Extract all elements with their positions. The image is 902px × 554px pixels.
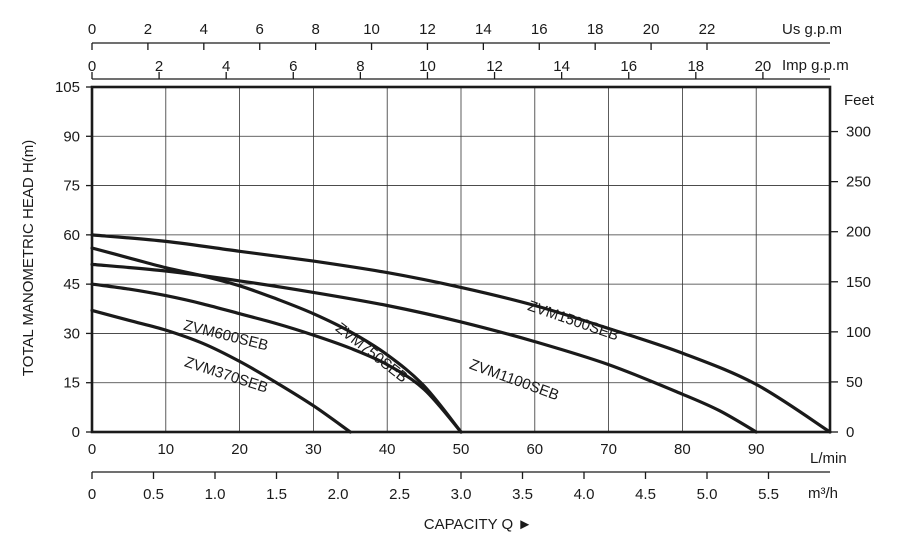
x-m3h-tick-label: 4.0	[574, 486, 595, 503]
series-label-zvm600seb: ZVM600SEB	[182, 317, 270, 354]
x-imp-gpm-tick-label: 8	[356, 58, 364, 75]
x-m3h-tick-label: 3.5	[512, 486, 533, 503]
x-lmin-tick-label: 70	[600, 441, 617, 458]
x-lmin-tick-label: 90	[748, 441, 765, 458]
x-imp-gpm-tick-label: 14	[553, 58, 570, 75]
x-m3h-tick-label: 3.0	[451, 486, 472, 503]
y-left-tick-label: 15	[63, 375, 80, 392]
x-m3h-tick-label: 5.5	[758, 486, 779, 503]
right-axis-unit: Feet	[844, 92, 875, 109]
y-left-tick-label: 30	[63, 325, 80, 342]
x-us-gpm-tick-label: 6	[256, 21, 264, 38]
x-us-gpm-tick-label: 22	[699, 21, 716, 38]
x-m3h-tick-label: 1.0	[205, 486, 226, 503]
y-axis-title: TOTAL MANOMETRIC HEAD H(m)	[20, 140, 37, 376]
us-gpm-axis-unit: Us g.p.m	[782, 21, 842, 38]
x-imp-gpm-tick-label: 12	[486, 58, 503, 75]
series-label-zvm370seb: ZVM370SEB	[182, 354, 270, 397]
x-us-gpm-tick-label: 12	[419, 21, 436, 38]
y-right-tick-label: 150	[846, 274, 871, 291]
performance-curves	[90, 233, 832, 434]
x-m3h-tick-label: 1.5	[266, 486, 287, 503]
x-us-gpm-tick-label: 0	[88, 21, 96, 38]
y-right-tick-label: 0	[846, 424, 854, 441]
x-us-gpm-tick-label: 8	[311, 21, 319, 38]
x-lmin-tick-label: 10	[157, 441, 174, 458]
x-m3h-tick-label: 5.0	[697, 486, 718, 503]
x-imp-gpm-tick-label: 0	[88, 58, 96, 75]
x-lmin-tick-label: 50	[453, 441, 470, 458]
x-m3h-tick-label: 2.0	[328, 486, 349, 503]
m3h-axis-unit: m³/h	[808, 485, 838, 502]
x-us-gpm-tick-label: 2	[144, 21, 152, 38]
curve-zvm600seb	[90, 282, 463, 434]
x-imp-gpm-tick-label: 4	[222, 58, 230, 75]
series-label-zvm750seb: ZVM750SEB	[332, 319, 411, 386]
x-us-gpm-tick-label: 4	[200, 21, 208, 38]
x-imp-gpm-tick-label: 6	[289, 58, 297, 75]
y-right-tick-label: 300	[846, 124, 871, 141]
series-label-zvm1500seb: ZVM1500SEB	[525, 297, 620, 344]
x-lmin-tick-label: 20	[231, 441, 248, 458]
x-m3h-tick-label: 0.5	[143, 486, 164, 503]
x-lmin-tick-label: 30	[305, 441, 322, 458]
y-right-tick-label: 250	[846, 174, 871, 191]
y-right-tick-label: 50	[846, 374, 863, 391]
x-imp-gpm-tick-label: 16	[620, 58, 637, 75]
x-imp-gpm-tick-label: 2	[155, 58, 163, 75]
curve-zvm370seb	[90, 308, 352, 434]
lmin-axis-unit: L/min	[810, 450, 847, 467]
x-m3h-tick-label: 2.5	[389, 486, 410, 503]
x-imp-gpm-tick-label: 20	[755, 58, 772, 75]
y-right-tick-label: 100	[846, 324, 871, 341]
x-lmin-tick-label: 60	[526, 441, 543, 458]
curve-zvm750seb	[90, 246, 463, 434]
x-lmin-tick-label: 80	[674, 441, 691, 458]
x-lmin-tick-label: 40	[379, 441, 396, 458]
x-m3h-tick-label: 0	[88, 486, 96, 503]
grid	[92, 87, 830, 432]
y-left-tick-label: 90	[63, 128, 80, 145]
x-us-gpm-tick-label: 10	[363, 21, 380, 38]
y-left-tick-label: 0	[72, 424, 80, 441]
x-axis-title: CAPACITY Q ►	[424, 516, 532, 533]
x-m3h-tick-label: 4.5	[635, 486, 656, 503]
x-imp-gpm-tick-label: 10	[419, 58, 436, 75]
x-lmin-tick-label: 0	[88, 441, 96, 458]
y-left-tick-label: 60	[63, 227, 80, 244]
y-right-tick-label: 200	[846, 224, 871, 241]
y-left-tick-label: 75	[63, 178, 80, 195]
y-left-tick-label: 105	[55, 79, 80, 96]
x-us-gpm-tick-label: 14	[475, 21, 492, 38]
x-us-gpm-tick-label: 16	[531, 21, 548, 38]
imp-gpm-axis-unit: Imp g.p.m	[782, 57, 849, 74]
curve-zvm1100seb	[90, 262, 758, 434]
series-label-zvm1100seb: ZVM1100SEB	[467, 356, 561, 404]
x-imp-gpm-tick-label: 18	[687, 58, 704, 75]
x-us-gpm-tick-label: 18	[587, 21, 604, 38]
x-us-gpm-tick-label: 20	[643, 21, 660, 38]
y-left-tick-label: 45	[63, 276, 80, 293]
curve-zvm1500seb	[90, 233, 832, 434]
